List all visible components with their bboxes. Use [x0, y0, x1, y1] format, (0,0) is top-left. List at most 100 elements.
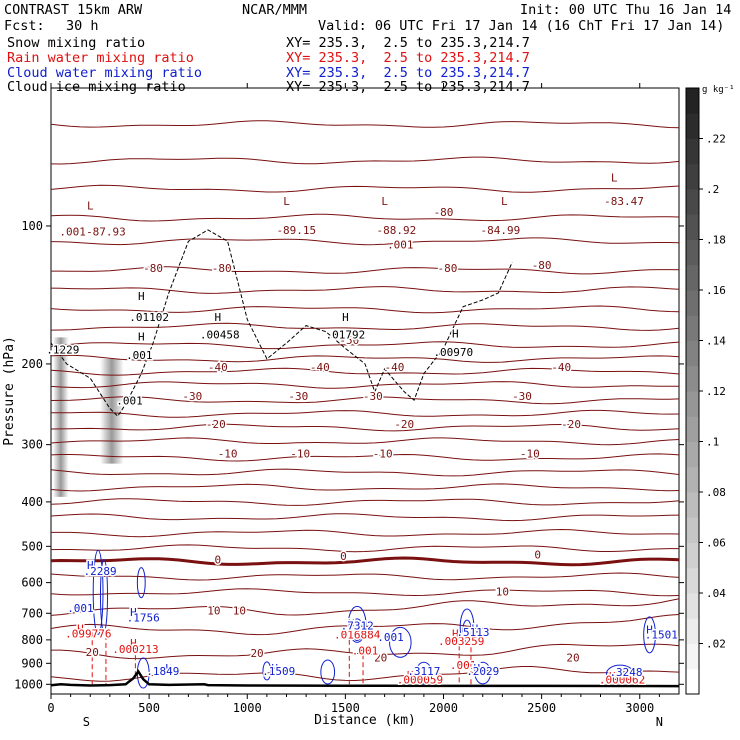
field-label-cloudwater: Cloud water mixing ratio [7, 65, 203, 81]
colorbar-cell [686, 567, 699, 594]
isotherm-label: -30 [288, 390, 308, 403]
rain-label: H [130, 637, 137, 650]
isotherm-line [50, 556, 680, 567]
isotherm-line [50, 666, 680, 682]
extremum-label: L [283, 195, 290, 208]
rain-label: .000062 [599, 673, 645, 686]
cloud-ice-label: H [138, 290, 145, 303]
colorbar-tick-label: .14 [706, 335, 726, 348]
isotherm-line [50, 437, 680, 446]
colorbar-tick-label: .18 [706, 234, 726, 247]
isotherm-line [50, 305, 680, 314]
isotherm-label: 20 [86, 646, 99, 659]
y-tick-label: 100 [21, 219, 43, 233]
colorbar-tick-label: .08 [706, 486, 726, 499]
colorbar-cell [686, 416, 699, 442]
colorbar-cell [686, 163, 699, 190]
extremum-label: -87.93 [86, 226, 126, 239]
cloud-water-label: .3117 [407, 665, 440, 678]
cloud-ice-label: .001 [126, 349, 153, 362]
y-tick-label: 900 [21, 656, 43, 670]
cloud-water-label: H [472, 622, 479, 635]
colorbar-tick-label: .1 [706, 436, 719, 449]
rain-label: H [609, 670, 616, 683]
isotherm-line [50, 483, 680, 492]
cloud-water-contour [320, 659, 336, 685]
isotherm-line [50, 237, 680, 246]
cloud-water-contour [462, 619, 472, 643]
rain-label: .000059 [397, 673, 443, 686]
isotherm-line [50, 409, 680, 418]
colorbar-cell [686, 517, 699, 543]
x-tick-label: 500 [138, 701, 160, 715]
y-tick-label: 700 [21, 606, 43, 620]
extremum-label: -89.15 [276, 224, 316, 237]
cloud-water-label: H [271, 662, 278, 675]
isotherm-line [50, 423, 680, 432]
colorbar-tick-label: .2 [706, 183, 719, 196]
isotherm-label: -40 [208, 361, 228, 374]
isotherm-label: -10 [520, 447, 540, 460]
cloud-ice-label: .1229 [46, 344, 79, 357]
colorbar-cell [686, 88, 699, 114]
x-tick-label: 3000 [625, 701, 654, 715]
y-tick-label: 600 [21, 576, 43, 590]
isotherm-label: 20 [566, 652, 579, 665]
colorbar-tick-label: .12 [706, 385, 726, 398]
rain-label: .001 [352, 644, 379, 657]
isotherm-line [50, 598, 680, 616]
colorbar-cell [686, 138, 699, 165]
cloud-ice-label: H [452, 327, 459, 340]
isotherm-line [50, 453, 680, 462]
field-xy-cloudice: XY= 235.3, 2.5 to 235.3,214.7 [286, 79, 530, 95]
extremum-label: -88.92 [377, 224, 417, 237]
isotherm-line [50, 322, 680, 331]
cloud-ice-label: H [342, 311, 349, 324]
model-title: CONTRAST 15km ARW [4, 2, 143, 18]
x-tick-label: 0 [47, 701, 54, 715]
colorbar-cell [686, 668, 699, 695]
cloud-ice-label: .00458 [200, 328, 240, 341]
isotherm-line [50, 184, 680, 193]
isotherm-line [50, 367, 680, 376]
colorbar-cell [686, 643, 699, 670]
cloud-ice-label: H [215, 311, 222, 324]
extremum-label: L [87, 199, 94, 212]
colorbar-cell [686, 365, 699, 392]
field-label-cloudice: Cloud ice mixing ratio [7, 79, 186, 95]
isotherm-label: -30 [512, 390, 532, 403]
cloud-water-contour [136, 567, 146, 599]
colorbar-unit: g kg⁻¹ [702, 85, 735, 95]
snow-shading [52, 337, 69, 497]
fcst-value: 30 h [66, 18, 99, 34]
x-end-label-north: N [656, 715, 663, 729]
cloud-water-contour [350, 618, 364, 641]
terrain-line [50, 669, 680, 688]
colorbar-cell [686, 189, 699, 215]
cloud-water-label: H [165, 662, 172, 675]
isotherm-label: -30 [182, 390, 202, 403]
isotherm-line [50, 396, 680, 405]
isotherm-line [50, 341, 680, 350]
cloud-water-contour [643, 616, 656, 654]
rain-label: .001 [450, 659, 477, 672]
field-label-snow: Snow mixing ratio [7, 35, 146, 51]
cloud-water-label: .2029 [466, 665, 499, 678]
field-xy-cloudwater: XY= 235.3, 2.5 to 235.3,214.7 [286, 65, 530, 81]
isotherm-line [51, 266, 680, 275]
colorbar-cell [686, 618, 699, 644]
isotherm-label: -10 [218, 447, 238, 460]
isotherm-label: -30 [363, 390, 383, 403]
isotherm-label: 10 [207, 605, 220, 618]
cloud-water-label: H [87, 559, 94, 572]
isotherm-line [50, 572, 680, 581]
extremum-label: .001 [387, 239, 414, 252]
rain-label: H [77, 622, 84, 635]
isotherm-line [50, 156, 680, 165]
isotherm-label: -20 [394, 418, 414, 431]
cloud-water-label: .001 [67, 602, 94, 615]
cloud-water-label: .1509 [262, 665, 295, 678]
cloud-water-label: H [474, 662, 481, 675]
y-axis-label: Pressure (hPa) [2, 336, 17, 446]
